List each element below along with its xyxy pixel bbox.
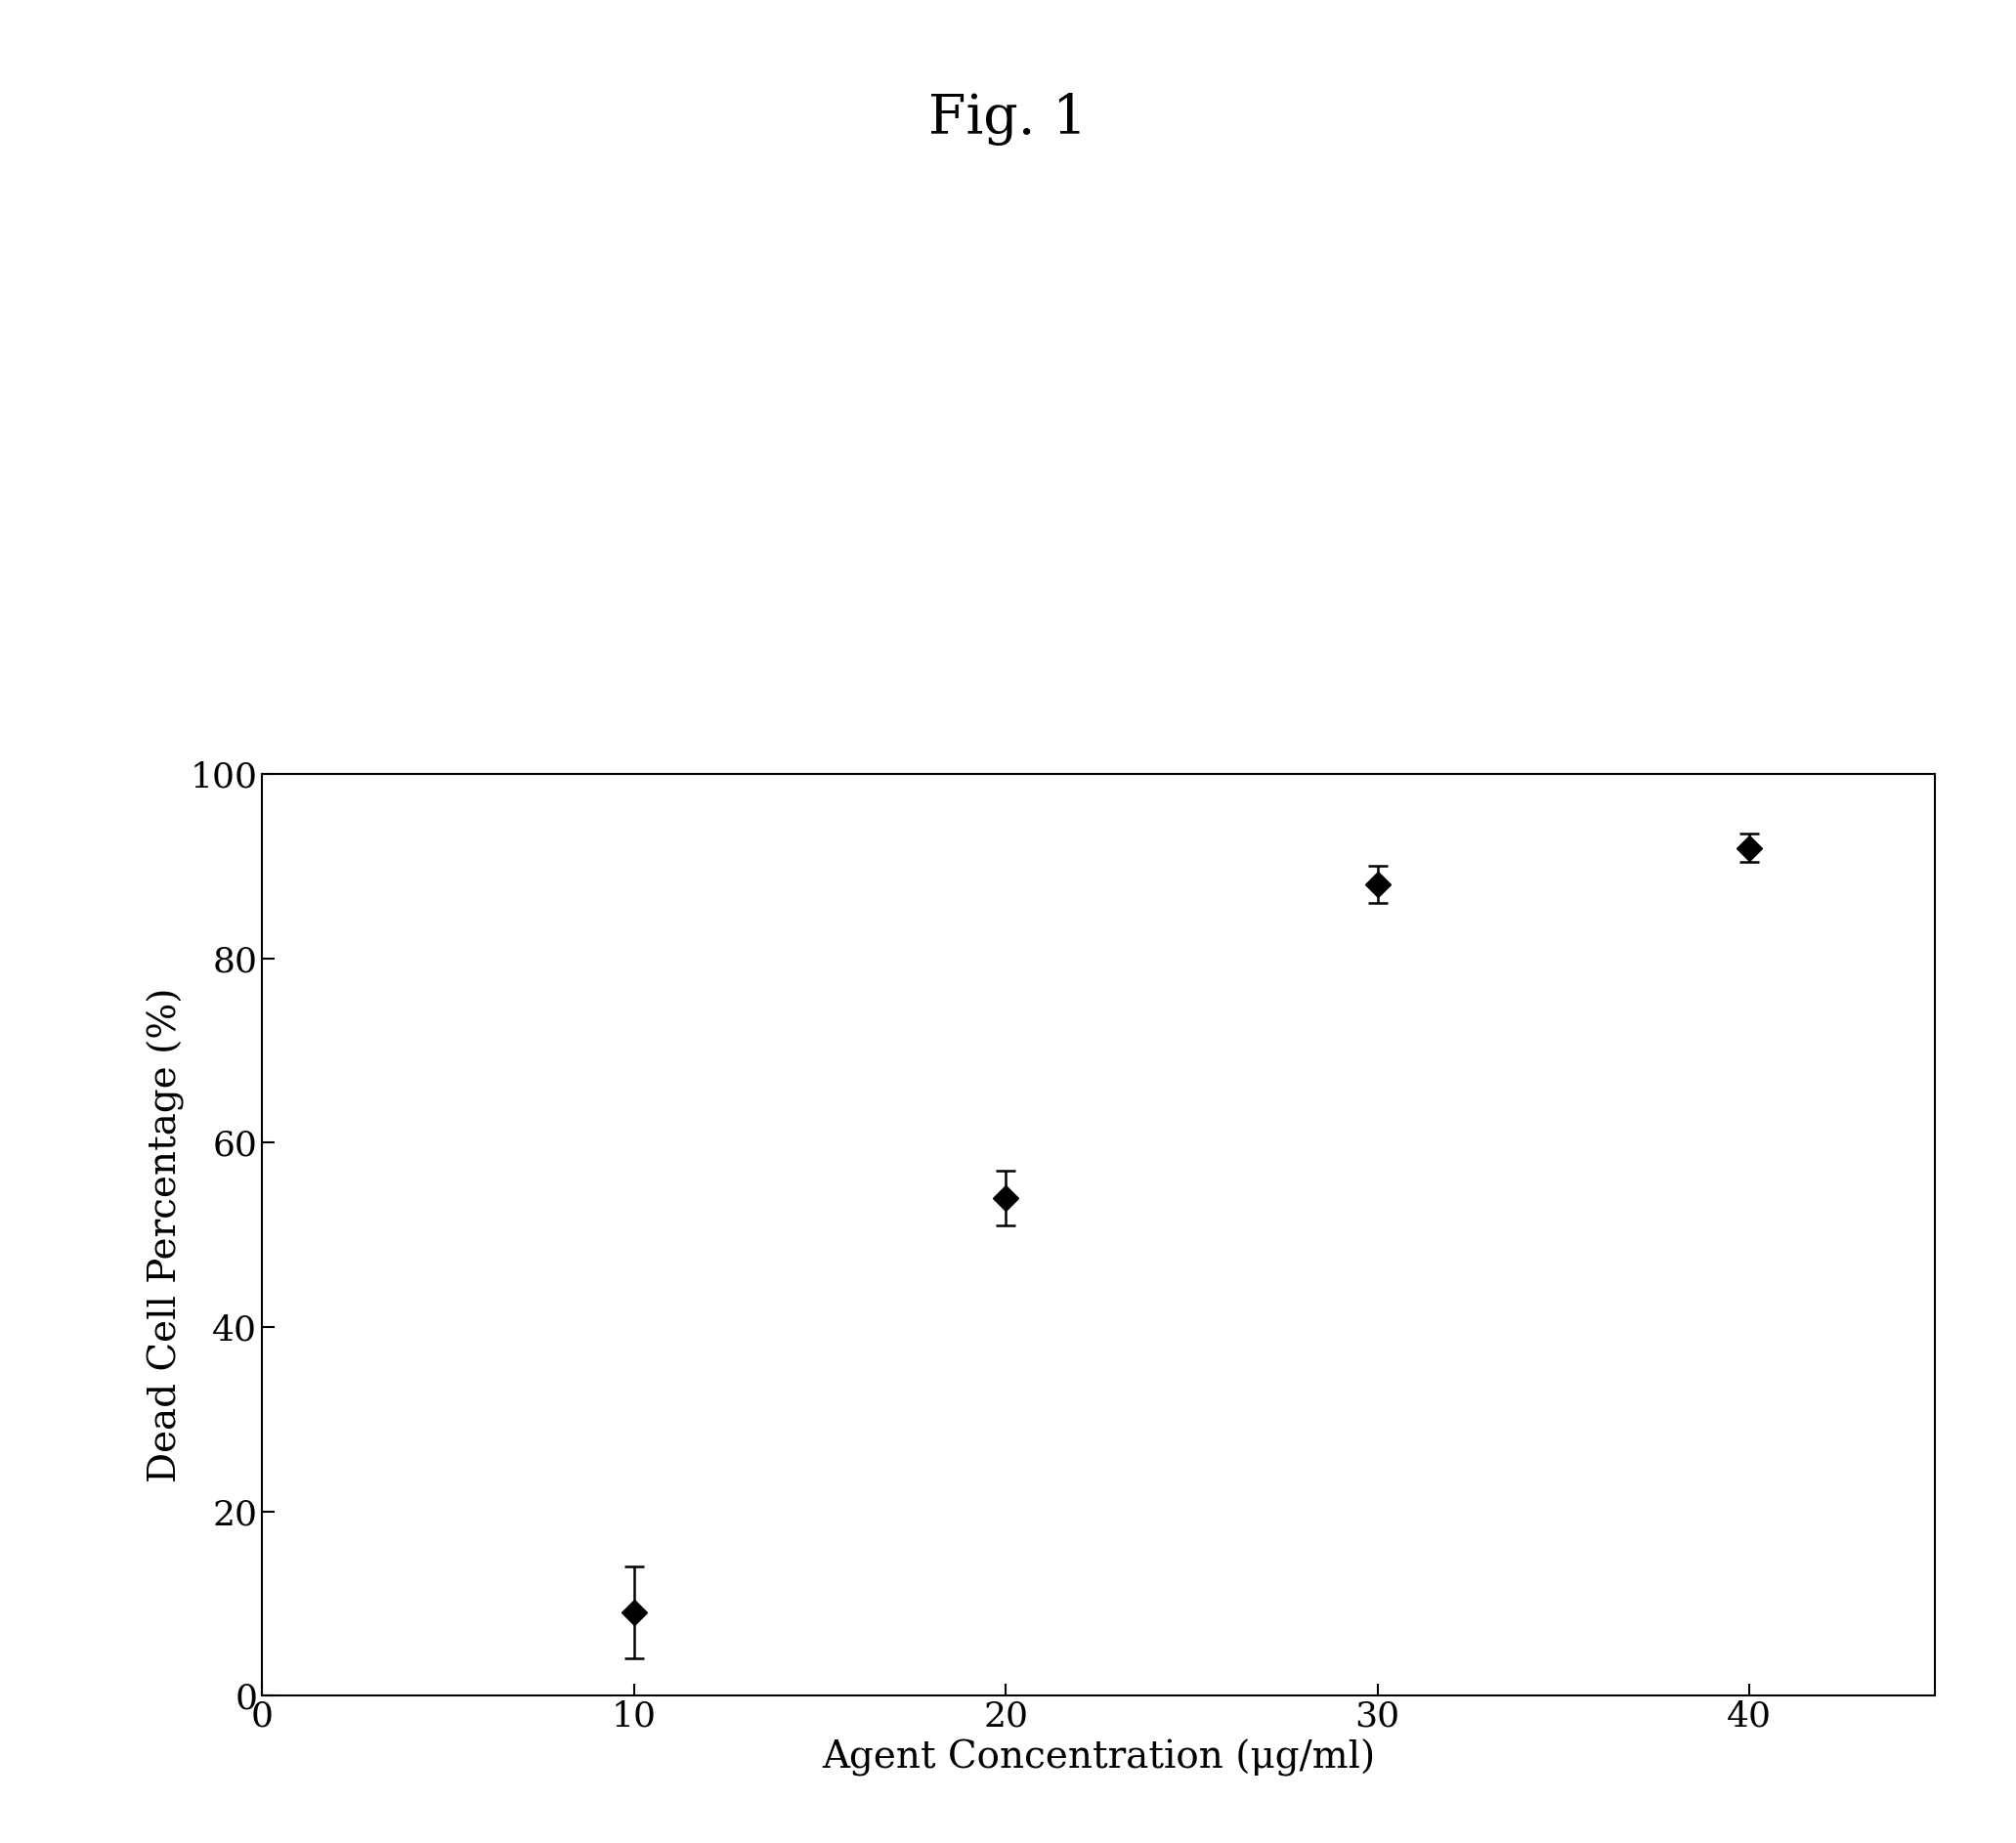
Text: Fig. 1: Fig. 1 <box>929 92 1087 146</box>
X-axis label: Agent Concentration (μg/ml): Agent Concentration (μg/ml) <box>823 1740 1375 1777</box>
Y-axis label: Dead Cell Percentage (%): Dead Cell Percentage (%) <box>147 988 185 1482</box>
